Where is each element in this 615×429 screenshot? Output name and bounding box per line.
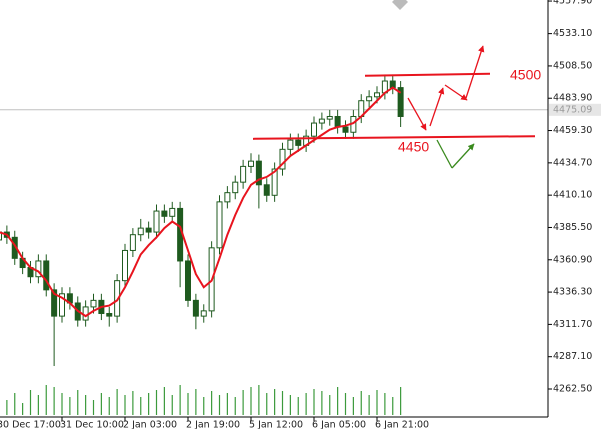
y-tick-label: 4385.50	[553, 222, 592, 233]
candle-body	[200, 310, 207, 317]
candle-body	[366, 96, 373, 102]
candle-body	[224, 192, 231, 203]
level-line	[364, 72, 491, 77]
candle-body	[279, 148, 286, 170]
last-price-box	[549, 103, 601, 116]
candle-body	[185, 260, 191, 301]
candle-body	[248, 160, 254, 167]
candle-body	[153, 210, 160, 233]
candle-body	[43, 260, 50, 291]
x-tick-label: 30 Dec 17:00	[0, 420, 61, 429]
y-tick-label: 4311.70	[553, 319, 592, 330]
x-tick-label: 2 Jan 03:00	[123, 420, 177, 429]
candle-body	[0, 231, 2, 241]
candle-body	[51, 289, 58, 317]
level-line	[252, 135, 536, 140]
candle-body	[240, 165, 247, 183]
candle-body	[295, 139, 302, 146]
x-tick-label: 6 Jan 05:00	[312, 420, 366, 429]
level-label: 4500	[510, 67, 541, 83]
arrow	[407, 97, 427, 131]
arrow	[444, 84, 468, 101]
x-tick-label: 5 Jan 12:00	[249, 420, 303, 429]
y-tick-label: 4434.70	[553, 157, 592, 168]
candle-body	[342, 126, 349, 133]
candle-body	[271, 168, 278, 196]
candle-body	[35, 260, 42, 278]
x-tick-label: 6 Jan 21:00	[375, 420, 429, 429]
last-price-label: 4475.09	[553, 104, 592, 115]
candle-body	[59, 293, 65, 317]
candle-body	[137, 227, 144, 236]
candle-body	[287, 139, 294, 150]
candle-body	[106, 312, 113, 317]
y-tick-label: 4360.90	[553, 254, 592, 265]
candle-body	[334, 115, 341, 128]
candle-body	[82, 306, 89, 321]
x-tick-label: 31 Dec 10:00	[60, 420, 124, 429]
plot-area	[0, 72, 548, 415]
candle-body	[192, 299, 199, 317]
candle-body	[216, 201, 223, 249]
candle-body	[161, 210, 168, 217]
y-tick-label: 4508.50	[553, 60, 592, 71]
y-tick-label: 4557.90	[553, 0, 592, 7]
candle-body	[90, 299, 97, 308]
candle-body	[232, 181, 239, 194]
candle-body	[318, 118, 325, 124]
arrow	[436, 139, 453, 169]
y-tick-label: 4533.10	[553, 28, 592, 39]
scenario-arrows	[407, 45, 485, 169]
y-tick-label: 4459.30	[553, 125, 592, 136]
y-tick-label: 4336.30	[553, 287, 592, 298]
y-tick-label: 4410.10	[553, 190, 592, 201]
y-tick-label: 4262.50	[553, 384, 592, 395]
arrow	[465, 45, 485, 99]
candle-body	[326, 115, 333, 120]
moving-average	[0, 86, 402, 318]
candle-body	[114, 280, 121, 317]
candle-body	[263, 184, 270, 196]
level-label: 4450	[398, 139, 429, 155]
y-tick-label: 4287.10	[553, 351, 592, 362]
candle-body	[255, 160, 262, 186]
x-tick-label: 2 Jan 19:00	[186, 420, 240, 429]
candle-body	[374, 92, 380, 98]
y-tick-label: 4483.90	[553, 93, 592, 104]
arrow	[429, 87, 445, 127]
candle-body	[129, 234, 136, 251]
candle-body	[145, 227, 152, 233]
candle-body	[397, 87, 404, 117]
axes: 4557.90 4533.10 4508.50 4483.90 4459.30 4434.…	[0, 0, 601, 429]
arrow	[451, 143, 475, 169]
candle-body	[311, 122, 317, 137]
shift-marker	[392, 0, 408, 10]
candle-body	[169, 207, 176, 217]
candle-body	[122, 249, 128, 282]
